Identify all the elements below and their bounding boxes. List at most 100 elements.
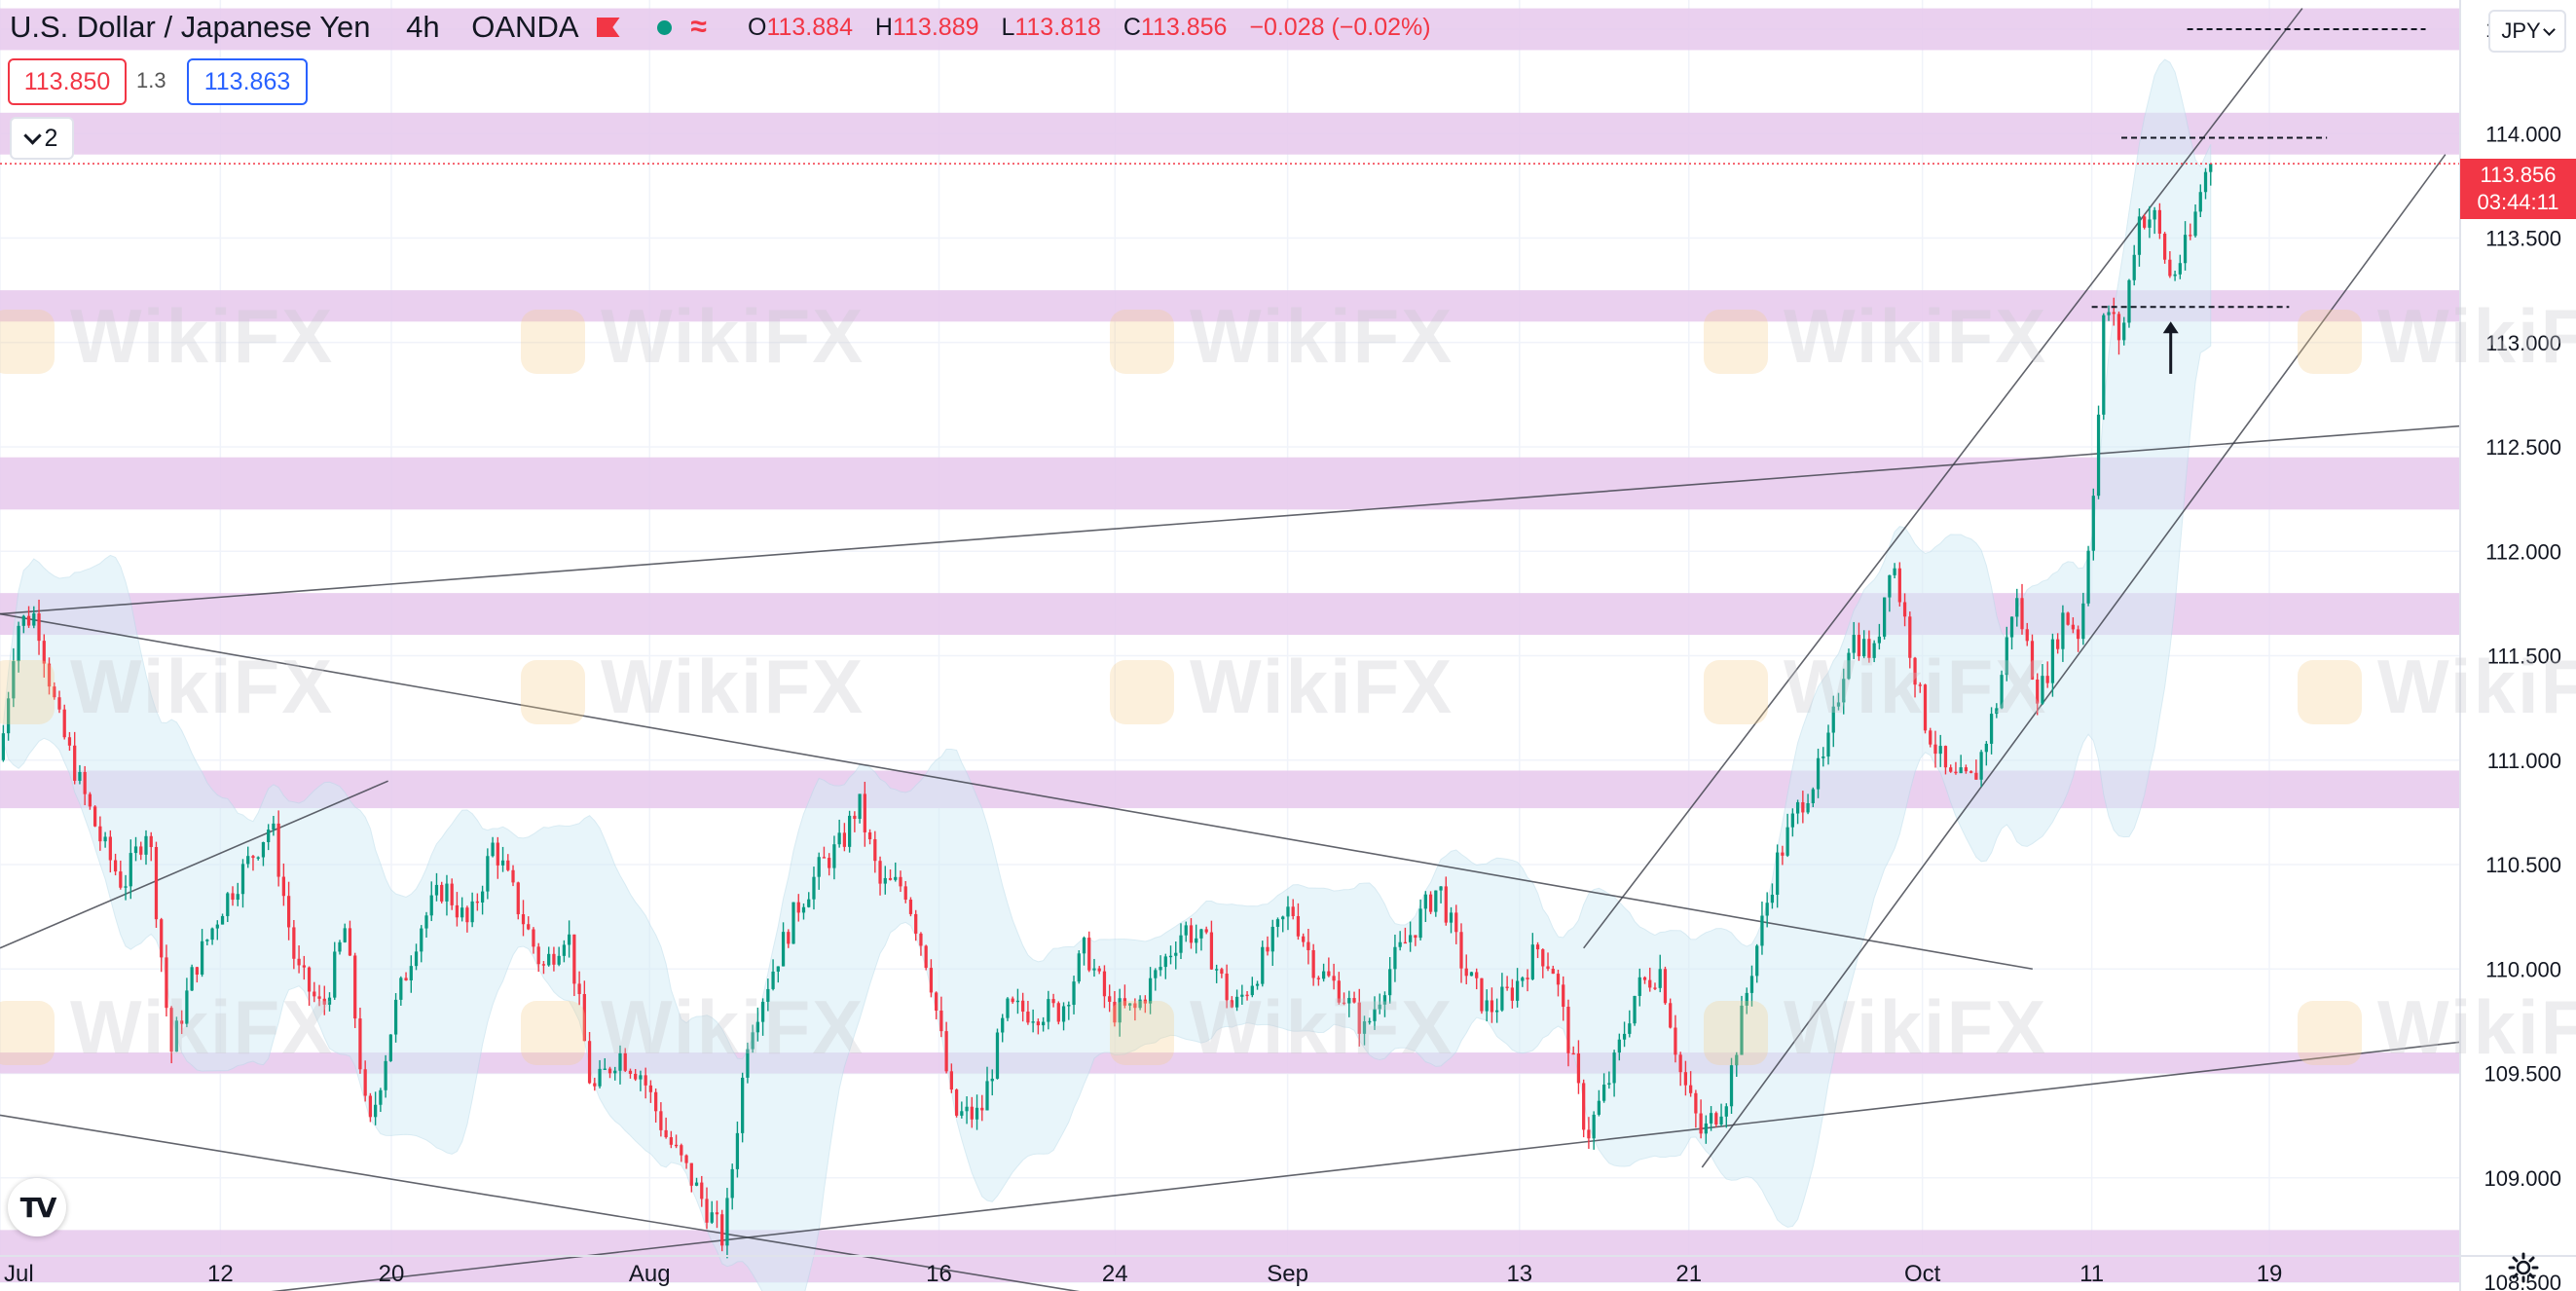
candle-body: [1714, 1113, 1718, 1125]
candle-body: [500, 860, 505, 866]
candle-body: [853, 815, 857, 820]
gear-icon[interactable]: [2508, 1252, 2539, 1283]
candle-body: [272, 823, 276, 830]
candle-body: [1979, 752, 1983, 780]
candle-body: [1459, 932, 1463, 969]
interval-label[interactable]: 4h: [406, 10, 440, 44]
candle-body: [2096, 414, 2101, 497]
candle-body: [1051, 999, 1055, 1004]
candle-body: [1061, 1006, 1066, 1022]
candle-body: [1781, 852, 1785, 856]
candle-body: [593, 1083, 597, 1087]
candle-body: [1485, 1000, 1489, 1012]
candle-body: [338, 941, 342, 952]
candle-body: [995, 1032, 1000, 1079]
candle-body: [2081, 603, 2085, 640]
candle-body: [276, 823, 280, 877]
candle-body: [2071, 624, 2075, 630]
candle-body: [837, 832, 841, 845]
candle-body: [1154, 970, 1158, 978]
candle-body: [1291, 906, 1295, 916]
candle-body: [1729, 1065, 1734, 1107]
x-tick-label: 13: [1506, 1261, 1532, 1287]
sell-button[interactable]: 113.850: [8, 58, 127, 105]
candle-body: [1209, 932, 1214, 970]
tradingview-logo[interactable]: TV: [8, 1178, 66, 1236]
candle-body: [1964, 767, 1969, 772]
ohlc-readout: O113.884 H113.889 L113.818 C113.856 −0.0…: [748, 14, 1447, 42]
candle-body: [215, 924, 219, 929]
candle-body: [1612, 1052, 1616, 1084]
candle-body: [267, 830, 271, 842]
spread-label: 1.3: [136, 68, 166, 92]
watermark: WikiFX: [0, 983, 334, 1072]
candle-body: [1617, 1039, 1621, 1053]
symbol-title[interactable]: U.S. Dollar / Japanese Yen: [10, 10, 371, 44]
candle-body: [628, 1070, 633, 1074]
candle-body: [404, 977, 408, 980]
y-tick-label: 112.000: [2485, 539, 2561, 564]
open-label: O: [748, 14, 767, 41]
candle-body: [2163, 233, 2167, 260]
candle-body: [888, 877, 893, 880]
candle-body: [1954, 771, 1958, 774]
candle-body: [1724, 1106, 1728, 1117]
candle-body: [781, 932, 786, 967]
buy-button[interactable]: 113.863: [187, 58, 308, 105]
trend-line: [271, 1041, 2461, 1291]
candle-body: [1047, 999, 1050, 1022]
candle-body: [562, 944, 567, 956]
candle-body: [1449, 912, 1454, 923]
candle-body: [2050, 639, 2055, 683]
currency-button[interactable]: JPY: [2488, 10, 2566, 53]
candle-body: [1592, 1114, 1596, 1139]
candle-body: [2102, 314, 2106, 415]
candle-body: [1760, 915, 1764, 946]
candle-body: [1015, 1000, 1020, 1003]
candle-body: [1082, 938, 1086, 954]
candle-body: [1535, 944, 1540, 950]
candle-body: [954, 1089, 959, 1116]
flag-icon[interactable]: [597, 18, 620, 37]
indicators-toggle-button[interactable]: 2: [10, 117, 74, 160]
candle-body: [2020, 598, 2024, 630]
candle-body: [1011, 998, 1014, 1003]
candle-body: [541, 964, 546, 966]
candle-body: [1816, 757, 1821, 790]
candle-body: [654, 1091, 658, 1112]
candle-body: [1801, 802, 1805, 813]
candle-body: [1510, 987, 1514, 1001]
candle-body: [1648, 979, 1652, 988]
trend-line: [1583, 8, 2303, 949]
candle-body: [710, 1212, 714, 1223]
candle-body: [1464, 968, 1468, 977]
candle-body: [1709, 1113, 1713, 1124]
candle-body: [440, 884, 444, 902]
candle-body: [567, 934, 571, 945]
candle-body: [1026, 1012, 1030, 1023]
candle-body: [1908, 616, 1912, 658]
candle-body: [1556, 974, 1561, 985]
candle-body: [1674, 1027, 1677, 1055]
y-tick-label: 114.000: [2485, 122, 2561, 146]
candle-body: [1418, 908, 1422, 939]
x-tick-label: 24: [1102, 1261, 1128, 1287]
candle-body: [1795, 802, 1800, 814]
candle-body: [1566, 1006, 1570, 1053]
candle-body: [1658, 969, 1662, 988]
candle-body: [1500, 986, 1504, 1011]
candle-body: [261, 841, 266, 858]
trend-line: [0, 424, 2461, 615]
candle-body: [409, 966, 413, 980]
candle-body: [1683, 1072, 1688, 1086]
candle-body: [1270, 926, 1274, 952]
candle-body: [807, 899, 811, 907]
candle-body: [634, 1073, 638, 1080]
candle-body: [1969, 771, 1973, 773]
candle-body: [2148, 219, 2152, 228]
candle-body: [358, 1018, 362, 1070]
candle-body: [796, 902, 800, 913]
chart-header: U.S. Dollar / Japanese Yen 4h OANDA ≈: [10, 6, 707, 49]
candle-body: [393, 999, 398, 1035]
